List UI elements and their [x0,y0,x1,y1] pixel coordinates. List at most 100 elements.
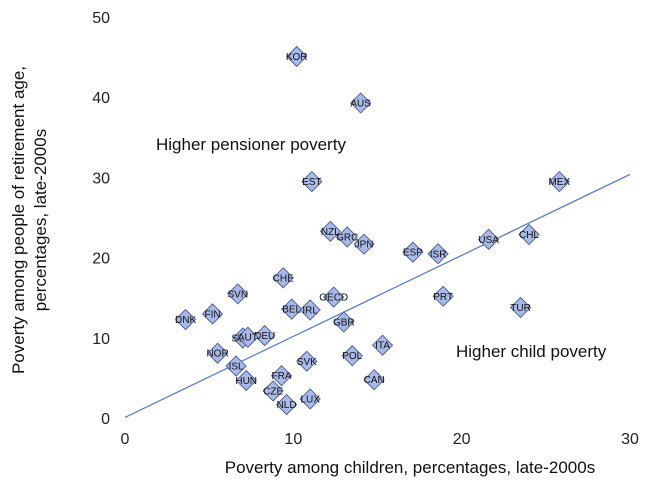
y-tick-label: 0 [101,411,110,428]
data-point-dnk: DNK [174,308,197,331]
diamond-marker [275,393,298,416]
point-label: BEL [282,305,301,316]
data-point-aus: AUS [350,92,372,114]
diamond-marker [201,303,224,325]
data-point-aut: AUT [237,326,259,348]
point-label: IRL [302,305,318,316]
point-label: JPN [355,240,374,251]
point-label: NZL [321,227,340,238]
point-label: TUR [510,303,531,314]
data-point-hun: HUN [235,369,257,392]
y-tick-label: 20 [92,251,110,268]
y-axis-title-line-1: Poverty among people of retirement age, [9,66,28,374]
diamond-marker [363,369,385,391]
point-label: CHL [519,230,539,241]
diamond-marker [333,311,355,333]
point-label: MEX [548,177,570,188]
diamond-marker [509,296,532,319]
diamond-marker [254,324,276,347]
point-label: DNK [175,315,196,326]
data-point-deu: DEU [254,324,276,347]
data-point-lux: LUX [299,388,321,410]
data-point-oecd: OECD [319,286,348,308]
data-point-grc: GRC [336,226,358,248]
data-point-nor: NOR [206,342,229,364]
point-label: CAN [364,375,385,386]
diamond-marker [270,365,293,387]
y-tick-label: 50 [92,10,110,27]
data-point-est: EST [301,170,323,193]
data-point-jpn: JPN [353,233,375,255]
diamond-marker [174,308,197,331]
data-point-chl: CHL [518,223,540,246]
data-point-isr: ISR [427,243,449,265]
y-tick-label: 10 [92,331,110,348]
diamond-marker [301,170,323,193]
diamond-marker [286,45,308,68]
diamond-marker [281,298,303,320]
point-label: DEU [254,331,275,342]
diamond-marker [299,299,321,321]
data-point-bel: BEL [281,298,303,320]
diamond-marker [237,326,259,348]
point-label: FIN [204,309,220,320]
diamond-marker [262,380,284,402]
data-point-isl: ISL [225,355,247,377]
diamond-marker [402,241,424,263]
data-point-che: CHE [272,267,294,289]
point-label: USA [478,235,499,246]
diamond-marker [477,228,500,250]
point-label: POL [342,351,362,362]
diamond-marker [225,355,247,377]
diamond-marker [432,285,454,307]
diamond-marker [341,345,363,367]
y-axis-title-line-2: percentages, late-2000s [31,129,50,311]
data-point-fra: FRA [270,365,293,387]
x-axis-title: Poverty among children, percentages, lat… [225,458,595,477]
y-tick-label: 30 [92,170,110,187]
annotation-higher-pensioner-poverty: Higher pensioner poverty [156,135,346,154]
point-label: HUN [235,376,257,387]
diamond-marker [336,226,358,248]
point-label: ITA [375,341,390,352]
data-point-svn: SVN [227,283,249,305]
data-point-gbr: GBR [333,311,355,333]
trend-line [124,173,631,418]
data-point-mex: MEX [548,170,570,193]
diamond-marker [350,92,372,114]
point-label: GBR [333,317,355,328]
data-point-pol: POL [341,345,363,367]
diamond-marker [518,223,540,246]
y-tick-label: 40 [92,90,110,107]
diamond-marker [235,369,257,392]
point-label: KOR [286,52,308,63]
point-label: GRC [336,232,358,243]
x-tick-label: 20 [453,431,471,448]
axis-ticks: 0 10 20 30 0 10 20 30 40 50 [92,10,639,448]
diamond-marker [206,342,229,364]
point-label: OECD [319,293,348,304]
diamond-marker [296,350,318,372]
point-label: LUX [300,394,320,405]
diamond-marker [272,267,294,289]
point-label: NLD [277,400,297,411]
diamond-marker [299,388,321,410]
data-point-fin: FIN [201,303,224,325]
diamond-marker [323,286,345,308]
point-label: NOR [206,349,228,360]
data-point-tur: TUR [509,296,532,319]
data-point-svk: SVK [296,350,318,372]
point-label: CZE [263,386,283,397]
diamond-marker [353,233,375,255]
data-point-nzl: NZL [319,220,342,242]
data-point-usa: USA [477,228,500,250]
x-tick-label: 10 [284,431,302,448]
point-label: SVN [228,289,249,300]
data-point-esp: ESP [402,241,424,263]
diamond-marker [548,170,570,193]
data-point-irl: IRL [299,299,321,321]
data-point-prt: PRT [432,285,454,307]
point-label: SVK [297,357,317,368]
point-label: EST [302,177,321,188]
